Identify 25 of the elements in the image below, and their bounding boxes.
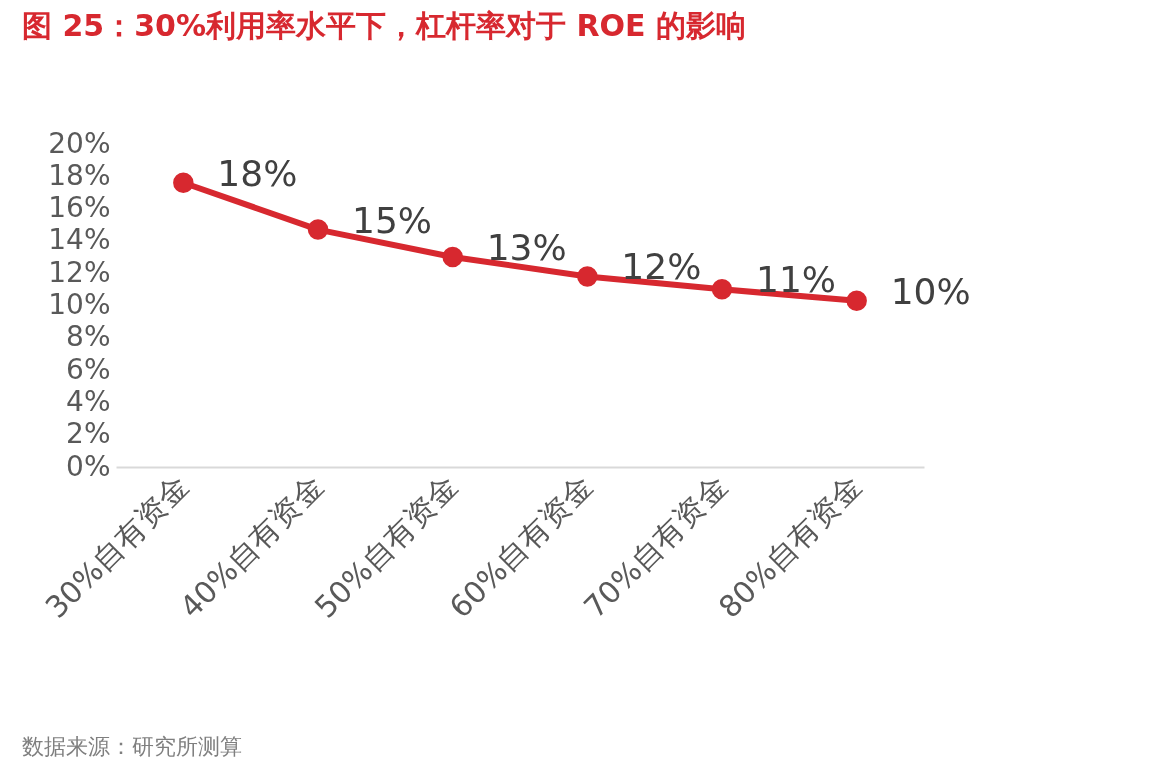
point bbox=[711, 279, 733, 300]
y-tick-label: 8% bbox=[66, 320, 111, 354]
y-tick-label: 10% bbox=[48, 288, 111, 321]
point bbox=[307, 219, 329, 240]
data-label: 10% bbox=[890, 270, 971, 312]
y-tick-label: 14% bbox=[48, 223, 111, 257]
data-label: 11% bbox=[756, 259, 837, 301]
data-label: 12% bbox=[621, 246, 702, 288]
chart-title: 图 25：30%利用率水平下，杠杆率对于 ROE 的影响 bbox=[22, 7, 746, 45]
data-label: 15% bbox=[352, 199, 433, 241]
y-tick-label: 20% bbox=[48, 126, 111, 160]
y-tick-label: 2% bbox=[66, 417, 111, 451]
point bbox=[173, 172, 194, 193]
y-tick-label: 18% bbox=[48, 158, 111, 192]
y-tick-label: 12% bbox=[48, 255, 111, 289]
data-label: 13% bbox=[486, 227, 567, 269]
y-tick-label: 4% bbox=[66, 384, 111, 418]
y-tick-label: 0% bbox=[66, 449, 111, 483]
point bbox=[442, 246, 463, 268]
point bbox=[577, 266, 598, 287]
data-label: 18% bbox=[217, 152, 298, 194]
y-tick-label: 16% bbox=[48, 191, 111, 225]
source-note: 数据来源：研究所测算 bbox=[22, 733, 242, 761]
y-tick-label: 6% bbox=[66, 352, 111, 386]
point bbox=[846, 290, 867, 311]
